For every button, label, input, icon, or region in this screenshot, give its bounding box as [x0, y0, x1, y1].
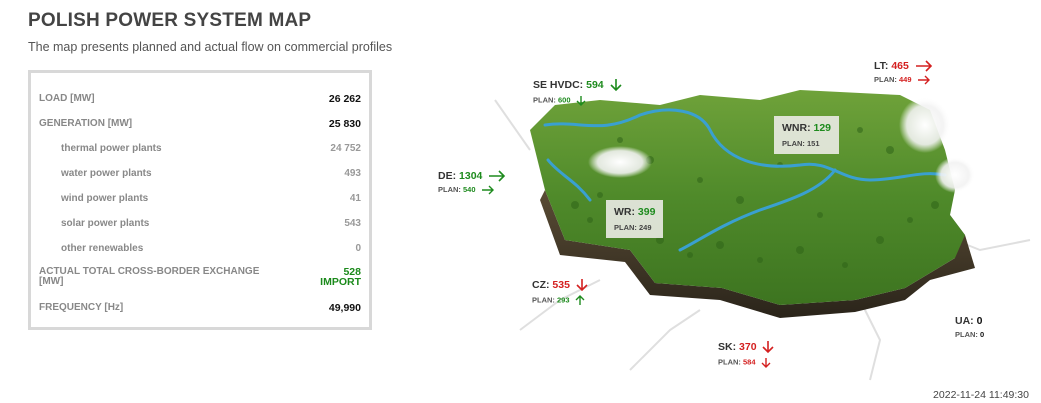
arrow-right-icon	[915, 60, 932, 72]
page-subtitle: The map presents planned and actual flow…	[28, 40, 393, 54]
flow-cz[interactable]: CZ: 535 PLAN: 293	[532, 278, 588, 306]
arrow-down-icon	[762, 341, 775, 354]
exchange-label: ACTUAL TOTAL CROSS-BORDER EXCHANGE [MW]	[39, 266, 260, 287]
cloud	[588, 146, 652, 178]
generation-value: 25 830	[328, 118, 361, 130]
stats-panel: LOAD [MW] 26 262 GENERATION [MW] 25 830 …	[28, 70, 372, 330]
flow-se-hvdc[interactable]: SE HVDC: 594 PLAN: 600	[533, 78, 622, 106]
wind-value: 41	[349, 193, 361, 204]
flow-ua[interactable]: UA: 0 PLAN: 0	[955, 315, 985, 339]
wr-label: WR: 399	[614, 206, 656, 218]
wnr-plan: PLAN: 151	[782, 139, 820, 148]
flow-lt[interactable]: LT: 465 PLAN: 449	[874, 60, 933, 85]
water-label: water power plants	[61, 168, 152, 179]
frequency-label: FREQUENCY [Hz]	[39, 302, 124, 313]
wind-label: wind power plants	[61, 193, 149, 204]
thermal-label: thermal power plants	[61, 143, 162, 154]
flow-sk[interactable]: SK: 370 PLAN: 584	[718, 340, 775, 368]
cloud	[935, 157, 975, 193]
exchange-value: 528 IMPORT	[320, 266, 361, 288]
arrow-down-icon	[761, 358, 771, 368]
rivers	[543, 108, 947, 252]
other-value: 0	[355, 243, 361, 254]
wr-plan: PLAN: 249	[614, 223, 652, 232]
water-value: 493	[344, 168, 361, 179]
arrow-right-icon	[917, 75, 930, 85]
map-soil-edge	[540, 190, 975, 318]
map-surface	[530, 90, 965, 305]
exchange-row: ACTUAL TOTAL CROSS-BORDER EXCHANGE [MW] 5…	[39, 267, 361, 291]
timestamp: 2022-11-24 11:49:30	[933, 389, 1029, 401]
solar-label: solar power plants	[61, 218, 150, 229]
cloud	[899, 97, 951, 153]
solar-value: 543	[344, 218, 361, 229]
load-label: LOAD [MW]	[39, 93, 95, 104]
page-title: POLISH POWER SYSTEM MAP	[28, 10, 312, 31]
arrow-right-icon	[481, 185, 494, 195]
generation-label: GENERATION [MW]	[39, 118, 133, 129]
other-label: other renewables	[61, 243, 144, 254]
load-value: 26 262	[328, 93, 361, 105]
arrow-down-icon	[609, 79, 622, 92]
arrow-up-icon	[575, 295, 585, 305]
region-box-wr[interactable]: WR: 399 PLAN: 249	[606, 200, 664, 238]
forest-texture	[571, 127, 939, 268]
region-box-wnr[interactable]: WNR: 129 PLAN: 151	[774, 116, 840, 154]
arrow-down-icon	[576, 279, 588, 292]
frequency-value: 49,990	[328, 302, 361, 314]
arrow-down-icon	[576, 96, 586, 106]
thermal-value: 24 752	[330, 143, 361, 154]
wnr-label: WNR: 129	[782, 122, 832, 134]
arrow-right-icon	[489, 170, 506, 182]
flow-de[interactable]: DE: 1304 PLAN: 540	[438, 170, 506, 195]
